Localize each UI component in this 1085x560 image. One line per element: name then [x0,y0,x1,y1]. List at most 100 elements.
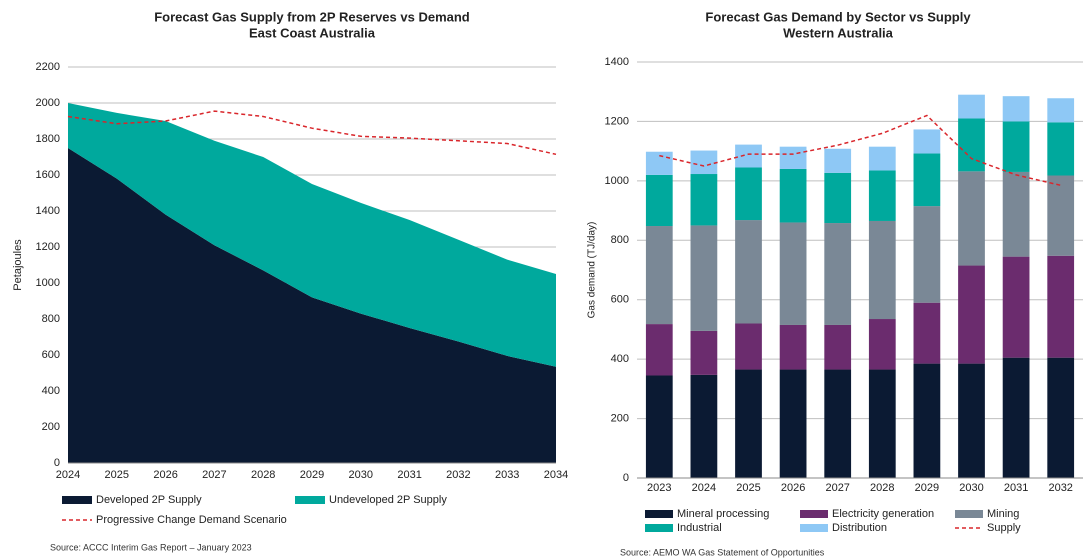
bar-segment [868,170,896,221]
bar-segment [779,324,807,370]
y-tick-label: 1800 [36,133,60,145]
chart: Forecast Gas Supply from 2P Reserves vs … [12,9,568,552]
x-tick-label: 2027 [825,482,849,494]
bar-segment [1047,357,1075,478]
bar-segment [1002,96,1030,122]
legend-swatch [955,510,983,518]
y-axis-label: Petajoules [12,239,24,291]
y-tick-label: 600 [42,349,60,361]
bar-segment [913,206,941,303]
y-tick-label: 1600 [36,169,60,181]
y-tick-label: 1200 [36,241,60,253]
x-tick-label: 2034 [544,469,568,481]
bar-segment [735,144,762,168]
chart-title: Western Australia [783,25,894,40]
x-tick-label: 2028 [251,469,275,481]
bar-segment [645,174,673,227]
chart-title: East Coast Australia [249,25,376,40]
bar-segment [779,146,807,169]
y-tick-label: 800 [42,313,60,325]
bar-segment [779,168,807,223]
bar-segment [913,153,941,207]
bar-segment [1002,357,1030,478]
legend-label: Developed 2P Supply [96,494,202,506]
x-tick-label: 2026 [781,482,805,494]
x-tick-label: 2025 [105,469,129,481]
bar-segment [1047,98,1075,123]
bar-segment [958,171,985,266]
bar-segment [645,226,673,325]
bar-segment [824,369,852,478]
bar-segment [645,324,673,376]
y-tick-label: 600 [611,294,629,306]
y-tick-label: 400 [42,385,60,397]
x-tick-label: 2026 [153,469,177,481]
bar-segment [735,220,762,324]
bar-segment [1047,255,1075,358]
y-tick-label: 2200 [36,61,60,73]
chart: Forecast Gas Demand by Sector vs SupplyW… [587,9,1083,557]
bar-segment [958,265,985,364]
source-note: Source: ACCC Interim Gas Report – Januar… [50,542,252,552]
bar-segment [1002,256,1030,358]
bar-segment [645,375,673,478]
legend-swatch [62,496,92,504]
bar-segment [824,223,852,325]
area [68,103,556,367]
x-tick-label: 2031 [1004,482,1028,494]
bar-segment [824,324,852,370]
y-tick-label: 1000 [36,277,60,289]
legend-label: Industrial [677,522,722,534]
bar-segment [735,323,762,370]
y-tick-label: 1200 [605,115,629,127]
x-tick-label: 2024 [56,469,80,481]
line [67,110,557,156]
y-tick-label: 1400 [36,205,60,217]
bar-segment [913,363,941,478]
bar-segment [779,369,807,478]
y-tick-label: 2000 [36,97,60,109]
legend-label: Mineral processing [677,508,769,520]
x-tick-label: 2025 [736,482,760,494]
x-tick-label: 2032 [446,469,470,481]
legend-label: Supply [987,522,1021,534]
bar-segment [868,369,896,478]
x-tick-label: 2023 [647,482,671,494]
y-axis-label: Gas demand (TJ/day) [587,222,598,319]
legend-label: Mining [987,508,1019,520]
y-tick-label: 400 [611,353,629,365]
line [659,114,1061,187]
bar-segment [1047,122,1075,176]
legend-swatch [295,496,325,504]
y-tick-label: 1000 [605,175,629,187]
bar-segment [690,374,718,478]
x-tick-label: 2030 [959,482,983,494]
x-tick-label: 2032 [1048,482,1072,494]
y-tick-label: 0 [54,457,60,469]
x-tick-label: 2033 [495,469,519,481]
bar-segment [1047,175,1075,256]
bar-segment [824,148,852,173]
x-tick-label: 2027 [202,469,226,481]
bar-segment [958,118,985,172]
bar-segment [913,302,941,364]
legend-swatch [645,510,673,518]
bar-segment [735,167,762,221]
y-tick-label: 0 [623,472,629,484]
y-tick-label: 200 [611,412,629,424]
bar-segment [868,146,896,171]
bar-segment [824,172,852,224]
x-tick-label: 2028 [870,482,894,494]
bar-segment [868,220,896,320]
bar-segment [1002,171,1030,257]
legend-swatch [800,510,828,518]
bar-segment [913,129,941,154]
bar-segment [779,222,807,325]
bar-segment [735,369,762,478]
bar-segment [690,150,718,175]
legend-label: Progressive Change Demand Scenario [96,514,287,526]
chart-title: Forecast Gas Supply from 2P Reserves vs … [154,9,470,24]
source-note: Source: AEMO WA Gas Statement of Opportu… [620,547,825,557]
bar-segment [1002,121,1030,172]
